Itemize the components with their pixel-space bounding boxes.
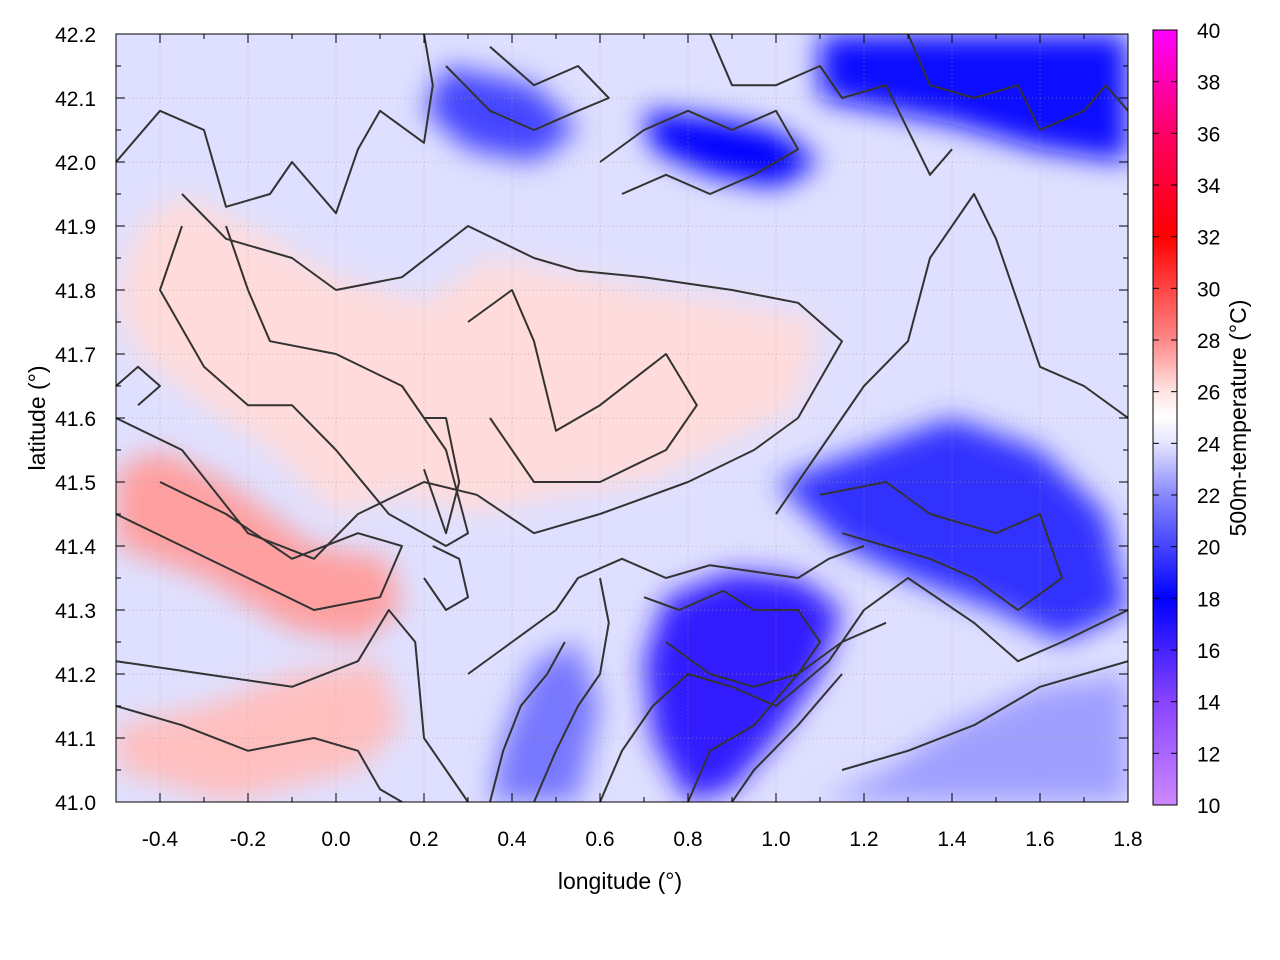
colorbar-tick-label: 40: [1197, 20, 1220, 43]
y-tick-label: 41.9: [55, 216, 96, 239]
contour-line: [423, 545, 469, 611]
contour-line: [116, 609, 469, 802]
x-tick-label: 0.8: [673, 828, 702, 851]
contour-line: [116, 705, 403, 802]
colorbar: [1152, 29, 1178, 806]
contour-line: [731, 673, 843, 802]
x-axis: -0.4 -0.2 0.0 0.2 0.4 0.6 0.8 1.0 1.2 1.4 1.6 1.8: [142, 34, 1143, 851]
field-region-warm-west: [116, 450, 402, 642]
colorbar-tick-label: 28: [1197, 330, 1220, 353]
field-region-cool-southeast: [820, 674, 1128, 802]
field-region-cold-north-west: [424, 66, 578, 162]
contour-line: [709, 34, 953, 176]
contour-line: [687, 621, 887, 802]
x-tick-label: 0.4: [497, 828, 527, 851]
contour-line: [116, 481, 403, 611]
colorbar-tick-label: 20: [1197, 537, 1220, 560]
x-axis-title: longitude (°): [558, 868, 682, 894]
y-tick-label: 41.3: [55, 600, 96, 623]
y-axis-title: latitude (°): [24, 365, 50, 470]
y-tick-label: 41.6: [55, 408, 96, 431]
x-tick-label: 1.8: [1113, 828, 1142, 851]
x-tick-label: 0.6: [585, 828, 614, 851]
contour-line: [489, 641, 566, 802]
contour-line: [841, 660, 1128, 771]
contour-line: [467, 289, 698, 483]
field-region-warm-southwest: [116, 661, 402, 802]
colorbar-tick-label: 30: [1197, 278, 1220, 301]
x-tick-label: -0.2: [230, 828, 266, 851]
y-tick-label: 41.2: [55, 664, 96, 687]
colorbar-tick-label: 22: [1197, 485, 1220, 508]
colorbar-tick-label: 12: [1197, 743, 1220, 766]
contour-line: [533, 577, 610, 802]
contour-lines: [116, 34, 1128, 802]
contour-line: [116, 365, 161, 406]
colorbar-tick-label: 18: [1197, 588, 1220, 611]
x-tick-label: 1.2: [849, 828, 878, 851]
y-tick-label: 42.2: [55, 24, 96, 47]
colorbar-title: 500m-temperature (°C): [1225, 300, 1251, 537]
contour-line: [907, 34, 1128, 131]
contour-line: [116, 193, 843, 560]
x-tick-label: 0.0: [321, 828, 350, 851]
colorbar-tick-label: 36: [1197, 123, 1220, 146]
y-axis: 41.0 41.1 41.2 41.3 41.4 41.5 41.6 41.7 41.8 41.9…: [55, 24, 1128, 815]
y-tick-label: 41.8: [55, 280, 96, 303]
colorbar-tick-label: 38: [1197, 72, 1220, 95]
contour-line: [643, 589, 821, 688]
y-tick-label: 41.5: [55, 472, 96, 495]
colorbar-tick-label: 14: [1197, 692, 1221, 715]
contour-line: [819, 481, 1063, 611]
y-tick-label: 41.0: [55, 792, 96, 815]
contour-line: [116, 34, 434, 215]
colorbar-tick-label: 16: [1197, 640, 1220, 663]
contour-line: [599, 109, 799, 195]
colorbar-tick-label: 26: [1197, 382, 1220, 405]
x-tick-label: 1.4: [937, 828, 967, 851]
x-tick-label: 1.0: [761, 828, 790, 851]
field-region-cold-south: [644, 571, 842, 802]
x-tick-label: 0.2: [409, 828, 438, 851]
contour-line: [775, 193, 1128, 515]
x-tick-label: 1.6: [1025, 828, 1054, 851]
y-tick-label: 41.4: [55, 536, 96, 559]
y-tick-label: 41.1: [55, 728, 96, 751]
colorbar-tick-label: 32: [1197, 227, 1220, 250]
y-tick-label: 42.1: [55, 88, 96, 111]
colorbar-tick-label: 24: [1197, 433, 1221, 456]
contour-line: [159, 225, 469, 547]
x-tick-label: -0.4: [142, 828, 179, 851]
y-tick-label: 42.0: [55, 152, 96, 175]
contour-line: [445, 46, 610, 131]
contour-line: [423, 417, 461, 535]
y-tick-label: 41.7: [55, 344, 96, 367]
contour-line: [467, 545, 865, 675]
contour-line: [599, 577, 1128, 802]
colorbar-tick-label: 10: [1197, 795, 1220, 818]
colorbar-tick-label: 34: [1197, 175, 1221, 198]
colorbar-axis: 10 12 14 16 18 20 22 24 26 28 30 32 34 36 38 40: [1153, 20, 1221, 818]
field-region-cool-south-center: [490, 642, 600, 802]
